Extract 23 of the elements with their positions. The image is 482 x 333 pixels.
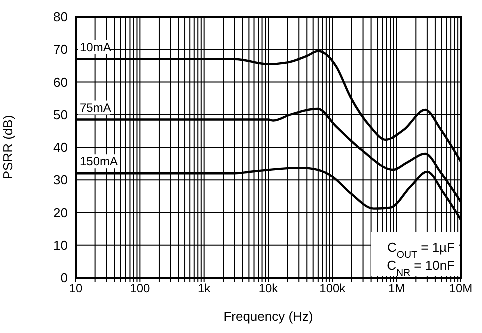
y-tick-label: 50 [54,107,68,122]
x-tick-label: 10M [449,282,473,296]
x-tick-label: 100 [130,282,150,296]
y-tick-label: 10 [54,238,68,253]
y-tick-label: 20 [54,205,68,220]
y-tick-label: 70 [54,42,68,58]
annotation: C$_{NR}$ = 10nF [387,258,456,278]
x-tick-label: 1k [198,282,212,296]
y-tick-label: 0 [60,270,68,286]
y-tick-label: 30 [54,172,68,188]
x-tick-label: 10 [69,282,83,296]
series-label: 75mA [80,100,112,115]
x-tick-label: 1M [388,282,406,296]
y-tick-label: 60 [54,74,68,90]
x-tick-label: 100k [320,282,347,296]
y-tick-label: 80 [54,10,68,25]
y-tick-label: 40 [54,140,68,156]
series-label: 10mA [80,40,112,54]
annotation: C$_{OUT}$ = 1µF [388,240,456,260]
x-axis-title: Frequency (Hz) [224,309,314,324]
y-axis-title: PSRR (dB) [0,115,16,180]
series-label: 150mA [80,154,118,169]
x-tick-label: 10k [258,282,280,296]
